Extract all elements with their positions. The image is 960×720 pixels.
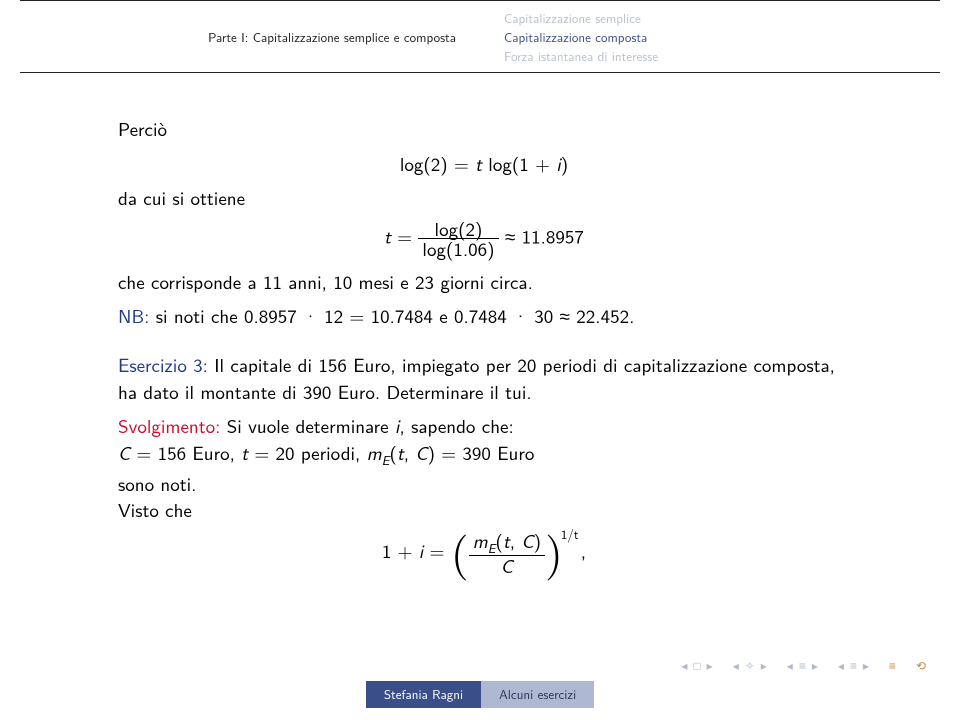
equation-2: t = log(2)log(1.06) ≈ 11.8957 (118, 219, 850, 260)
svolgimento-label: Svolgimento: (118, 411, 220, 439)
exercise-text: Il capitale di 156 Euro, impiegato per 2… (118, 350, 835, 405)
nav-section-icon[interactable]: ≡ (889, 656, 902, 674)
header-sections: Capitalizzazione semplice Capitalizzazio… (480, 9, 830, 66)
text-dacui: da cui si ottiene (118, 184, 850, 211)
svolgimento: Svolgimento: Si vuole determinare i, sap… (118, 412, 850, 523)
note-nb: NB: si noti che 0.8957 · 12 = 10.7484 e … (118, 302, 850, 329)
nav-controls: ◂□▸ ◂✧▸ ◂≡▸ ◂≡▸ ≡ ⟲ (679, 656, 934, 674)
equation-1: log(2) = t log(1 + i) (118, 150, 850, 177)
text-corrisponde: che corrisponde a 11 anni, 10 mesi e 23 … (118, 268, 850, 295)
slide-header: Parte I: Capitalizzazione semplice e com… (0, 0, 960, 73)
nav-next-icon[interactable]: ◂≡▸ (838, 656, 875, 674)
text-percio: Perciò (118, 115, 850, 142)
header-breadcrumb-left[interactable]: Parte I: Capitalizzazione semplice e com… (130, 28, 480, 47)
nb-label: NB: (118, 301, 149, 329)
footer-title[interactable]: Alcuni esercizi (481, 681, 594, 708)
slide-footer: ◂□▸ ◂✧▸ ◂≡▸ ◂≡▸ ≡ ⟲ Stefania Ragni Alcun… (0, 681, 960, 708)
nb-text: si noti che 0.8957 · 12 = 10.7484 e 0.74… (149, 301, 634, 329)
section-link-1[interactable]: Capitalizzazione semplice (504, 9, 830, 28)
nav-back-icon[interactable]: ◂≡▸ (787, 656, 824, 674)
section-link-2[interactable]: Capitalizzazione composta (504, 28, 830, 47)
nav-loop-icon[interactable]: ⟲ (916, 656, 932, 674)
equation-3: 1 + i = (mE(t, C)C)1/t, (118, 531, 850, 577)
exercise-label: Esercizio 3: (118, 350, 208, 378)
nav-prev-icon[interactable]: ◂✧▸ (733, 656, 773, 674)
section-link-3[interactable]: Forza istantanea di interesse (504, 47, 830, 66)
exercise-3: Esercizio 3: Il capitale di 156 Euro, im… (118, 351, 850, 404)
footer-author[interactable]: Stefania Ragni (366, 681, 481, 708)
slide-body: Perciò log(2) = t log(1 + i) da cui si o… (0, 73, 960, 577)
nav-first-icon[interactable]: ◂□▸ (681, 656, 718, 674)
